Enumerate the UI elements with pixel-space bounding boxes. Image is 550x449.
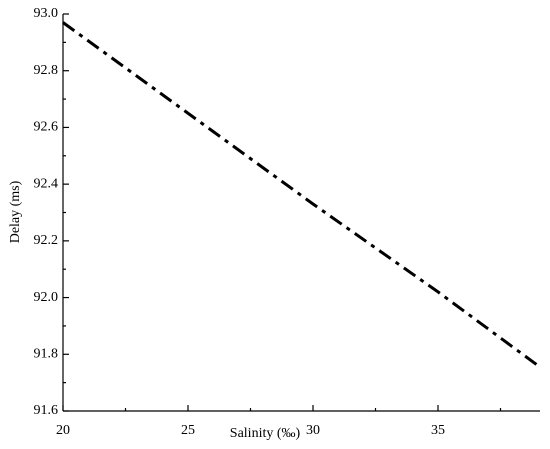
- y-tick-label: 91.8: [34, 347, 59, 362]
- data-line: [62, 21, 539, 367]
- y-tick-label: 92.4: [34, 176, 59, 191]
- y-tick-label: 91.6: [34, 403, 59, 418]
- y-tick-label: 93.0: [34, 6, 59, 21]
- y-axis-label: Delay (ms): [8, 180, 23, 243]
- x-tick-label: 20: [56, 423, 70, 438]
- x-tick-label: 25: [181, 423, 195, 438]
- y-tick-label: 92.6: [34, 120, 59, 135]
- x-tick-label: 30: [306, 423, 320, 438]
- y-tick-label: 92.0: [34, 290, 59, 305]
- y-tick-label: 92.8: [34, 63, 59, 78]
- x-axis-label: Salinity (‰): [230, 426, 301, 441]
- y-tick-label: 92.2: [34, 233, 59, 248]
- x-tick-label: 35: [431, 423, 445, 438]
